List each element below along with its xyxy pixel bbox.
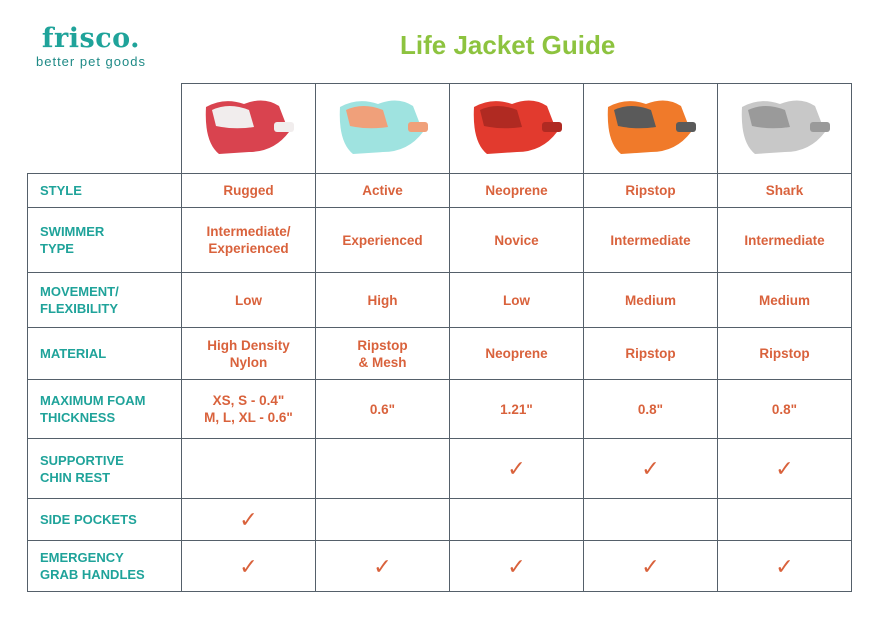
cell-value xyxy=(449,498,584,541)
cell-value: Ripstop xyxy=(583,327,718,380)
cell-value: Shark xyxy=(717,173,852,208)
cell-value: Novice xyxy=(449,207,584,273)
empty-corner xyxy=(27,83,182,174)
cell-value xyxy=(181,438,316,499)
cell-value: XS, S - 0.4" M, L, XL - 0.6" xyxy=(181,379,316,439)
page-title: Life Jacket Guide xyxy=(400,30,616,60)
frisco-logo: frisco. better pet goods xyxy=(36,23,146,70)
orange-grey-life-jacket-image xyxy=(607,99,696,154)
row-label: EMERGENCY GRAB HANDLES xyxy=(27,540,182,592)
cell-value: Ripstop xyxy=(583,173,718,208)
aqua-life-jacket-image xyxy=(339,99,428,154)
product-image-cell xyxy=(449,83,584,174)
row-label: MAXIMUM FOAM THICKNESS xyxy=(27,379,182,439)
checkmark-icon: ✓ xyxy=(181,540,316,592)
row-label: SIDE POCKETS xyxy=(27,498,182,541)
table-row: SWIMMER TYPE Intermediate/ Experienced Exp… xyxy=(27,207,852,273)
table-row: EMERGENCY GRAB HANDLES ✓ ✓ ✓ ✓ ✓ xyxy=(27,540,852,592)
row-label: MATERIAL xyxy=(27,327,182,380)
product-image-cell xyxy=(583,83,718,174)
cell-value xyxy=(717,498,852,541)
cell-value: 0.8" xyxy=(583,379,718,439)
checkmark-icon: ✓ xyxy=(449,540,584,592)
table-row: SUPPORTIVE CHIN REST ✓ ✓ ✓ xyxy=(27,438,852,499)
checkmark-icon: ✓ xyxy=(583,540,718,592)
cell-value: Ripstop xyxy=(717,327,852,380)
product-image-cell xyxy=(315,83,450,174)
red-life-jacket-image xyxy=(205,99,294,154)
cell-value: Rugged xyxy=(181,173,316,208)
cell-value: High Density Nylon xyxy=(181,327,316,380)
product-image-cell xyxy=(717,83,852,174)
red-neoprene-life-jacket-image xyxy=(473,99,562,154)
checkmark-icon: ✓ xyxy=(449,438,584,499)
checkmark-icon: ✓ xyxy=(717,438,852,499)
logo-brand: frisco. xyxy=(41,23,141,54)
cell-value: Medium xyxy=(583,272,718,328)
cell-value: High xyxy=(315,272,450,328)
cell-value xyxy=(583,498,718,541)
cell-value: 1.21" xyxy=(449,379,584,439)
cell-value: Active xyxy=(315,173,450,208)
comparison-table: STYLE Rugged Active Neoprene Ripstop Shark SWI… xyxy=(27,83,852,592)
table-row: MOVEMENT/ FLEXIBILITY Low High Low Medium Med… xyxy=(27,272,852,328)
cell-value: Low xyxy=(181,272,316,328)
cell-value: Medium xyxy=(717,272,852,328)
cell-value: Ripstop & Mesh xyxy=(315,327,450,380)
table-row: STYLE Rugged Active Neoprene Ripstop Shark xyxy=(27,173,852,208)
cell-value: Neoprene xyxy=(449,173,584,208)
cell-value xyxy=(315,498,450,541)
cell-value: 0.8" xyxy=(717,379,852,439)
cell-value: Intermediate/ Experienced xyxy=(181,207,316,273)
cell-value: Intermediate xyxy=(717,207,852,273)
cell-value: Neoprene xyxy=(449,327,584,380)
checkmark-icon: ✓ xyxy=(717,540,852,592)
checkmark-icon: ✓ xyxy=(583,438,718,499)
cell-value: 0.6" xyxy=(315,379,450,439)
cell-value: Intermediate xyxy=(583,207,718,273)
row-label: MOVEMENT/ FLEXIBILITY xyxy=(27,272,182,328)
grey-shark-life-jacket-image xyxy=(741,99,830,154)
cell-value: Low xyxy=(449,272,584,328)
row-label: STYLE xyxy=(27,173,182,208)
logo-tagline: better pet goods xyxy=(36,54,146,69)
product-image-row xyxy=(27,83,852,174)
row-label: SUPPORTIVE CHIN REST xyxy=(27,438,182,499)
product-image-cell xyxy=(181,83,316,174)
row-label: SWIMMER TYPE xyxy=(27,207,182,273)
table-row: SIDE POCKETS ✓ xyxy=(27,498,852,541)
checkmark-icon: ✓ xyxy=(315,540,450,592)
checkmark-icon: ✓ xyxy=(181,498,316,541)
table-row: MAXIMUM FOAM THICKNESS XS, S - 0.4" M, L,… xyxy=(27,379,852,439)
table-row: MATERIAL High Density Nylon Ripstop & Mesh… xyxy=(27,327,852,380)
cell-value xyxy=(315,438,450,499)
cell-value: Experienced xyxy=(315,207,450,273)
